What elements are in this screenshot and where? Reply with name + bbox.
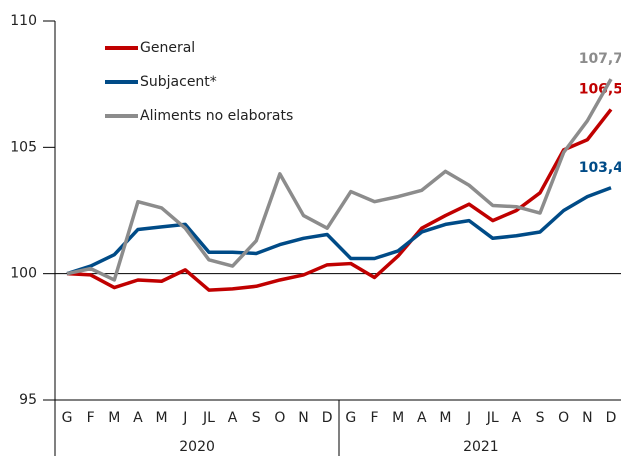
series-line — [66, 78, 613, 282]
x-tick-label: A — [512, 410, 522, 426]
series-line — [66, 108, 613, 292]
x-tick-label: J — [182, 410, 187, 426]
value-label: 103,4 — [579, 160, 621, 176]
x-tick-label: A — [417, 410, 427, 426]
year-label: 2020 — [179, 439, 215, 455]
x-tick-label: G — [62, 410, 73, 426]
x-tick-label: N — [582, 410, 592, 426]
series-line — [66, 186, 612, 276]
x-tick-label: D — [322, 410, 333, 426]
x-tick-label: D — [606, 410, 617, 426]
value-label: 106,5 — [579, 81, 621, 97]
legend-label: Subjacent* — [140, 74, 217, 90]
legend-label: General — [140, 40, 195, 56]
x-tick-label: N — [298, 410, 308, 426]
x-tick-label: JL — [202, 410, 215, 426]
x-tick-label: A — [133, 410, 143, 426]
x-tick-label: J — [466, 410, 471, 426]
y-tick-label: 95 — [19, 392, 37, 408]
x-tick-label: JL — [486, 410, 499, 426]
x-tick-label: S — [252, 410, 261, 426]
y-tick-label: 100 — [10, 266, 37, 282]
x-tick-label: M — [392, 410, 404, 426]
x-tick-label: O — [274, 410, 285, 426]
value-label: 107,7 — [579, 51, 621, 67]
x-tick-label: A — [228, 410, 238, 426]
x-tick-label: G — [345, 410, 356, 426]
x-tick-label: M — [156, 410, 168, 426]
x-tick-label: F — [370, 410, 378, 426]
x-tick-label: M — [108, 410, 120, 426]
legend-label: Aliments no elaborats — [140, 108, 293, 124]
x-tick-label: M — [439, 410, 451, 426]
y-tick-label: 105 — [10, 139, 37, 155]
year-label: 2021 — [463, 439, 499, 455]
x-tick-label: O — [558, 410, 569, 426]
x-tick-label: S — [536, 410, 545, 426]
x-tick-label: F — [87, 410, 95, 426]
y-tick-label: 110 — [10, 13, 37, 29]
